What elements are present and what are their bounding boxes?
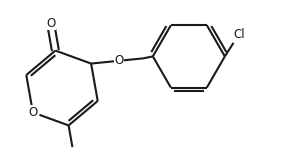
Text: O: O — [114, 54, 124, 67]
Text: Cl: Cl — [233, 28, 245, 41]
Text: O: O — [46, 16, 55, 30]
Text: O: O — [28, 106, 37, 119]
